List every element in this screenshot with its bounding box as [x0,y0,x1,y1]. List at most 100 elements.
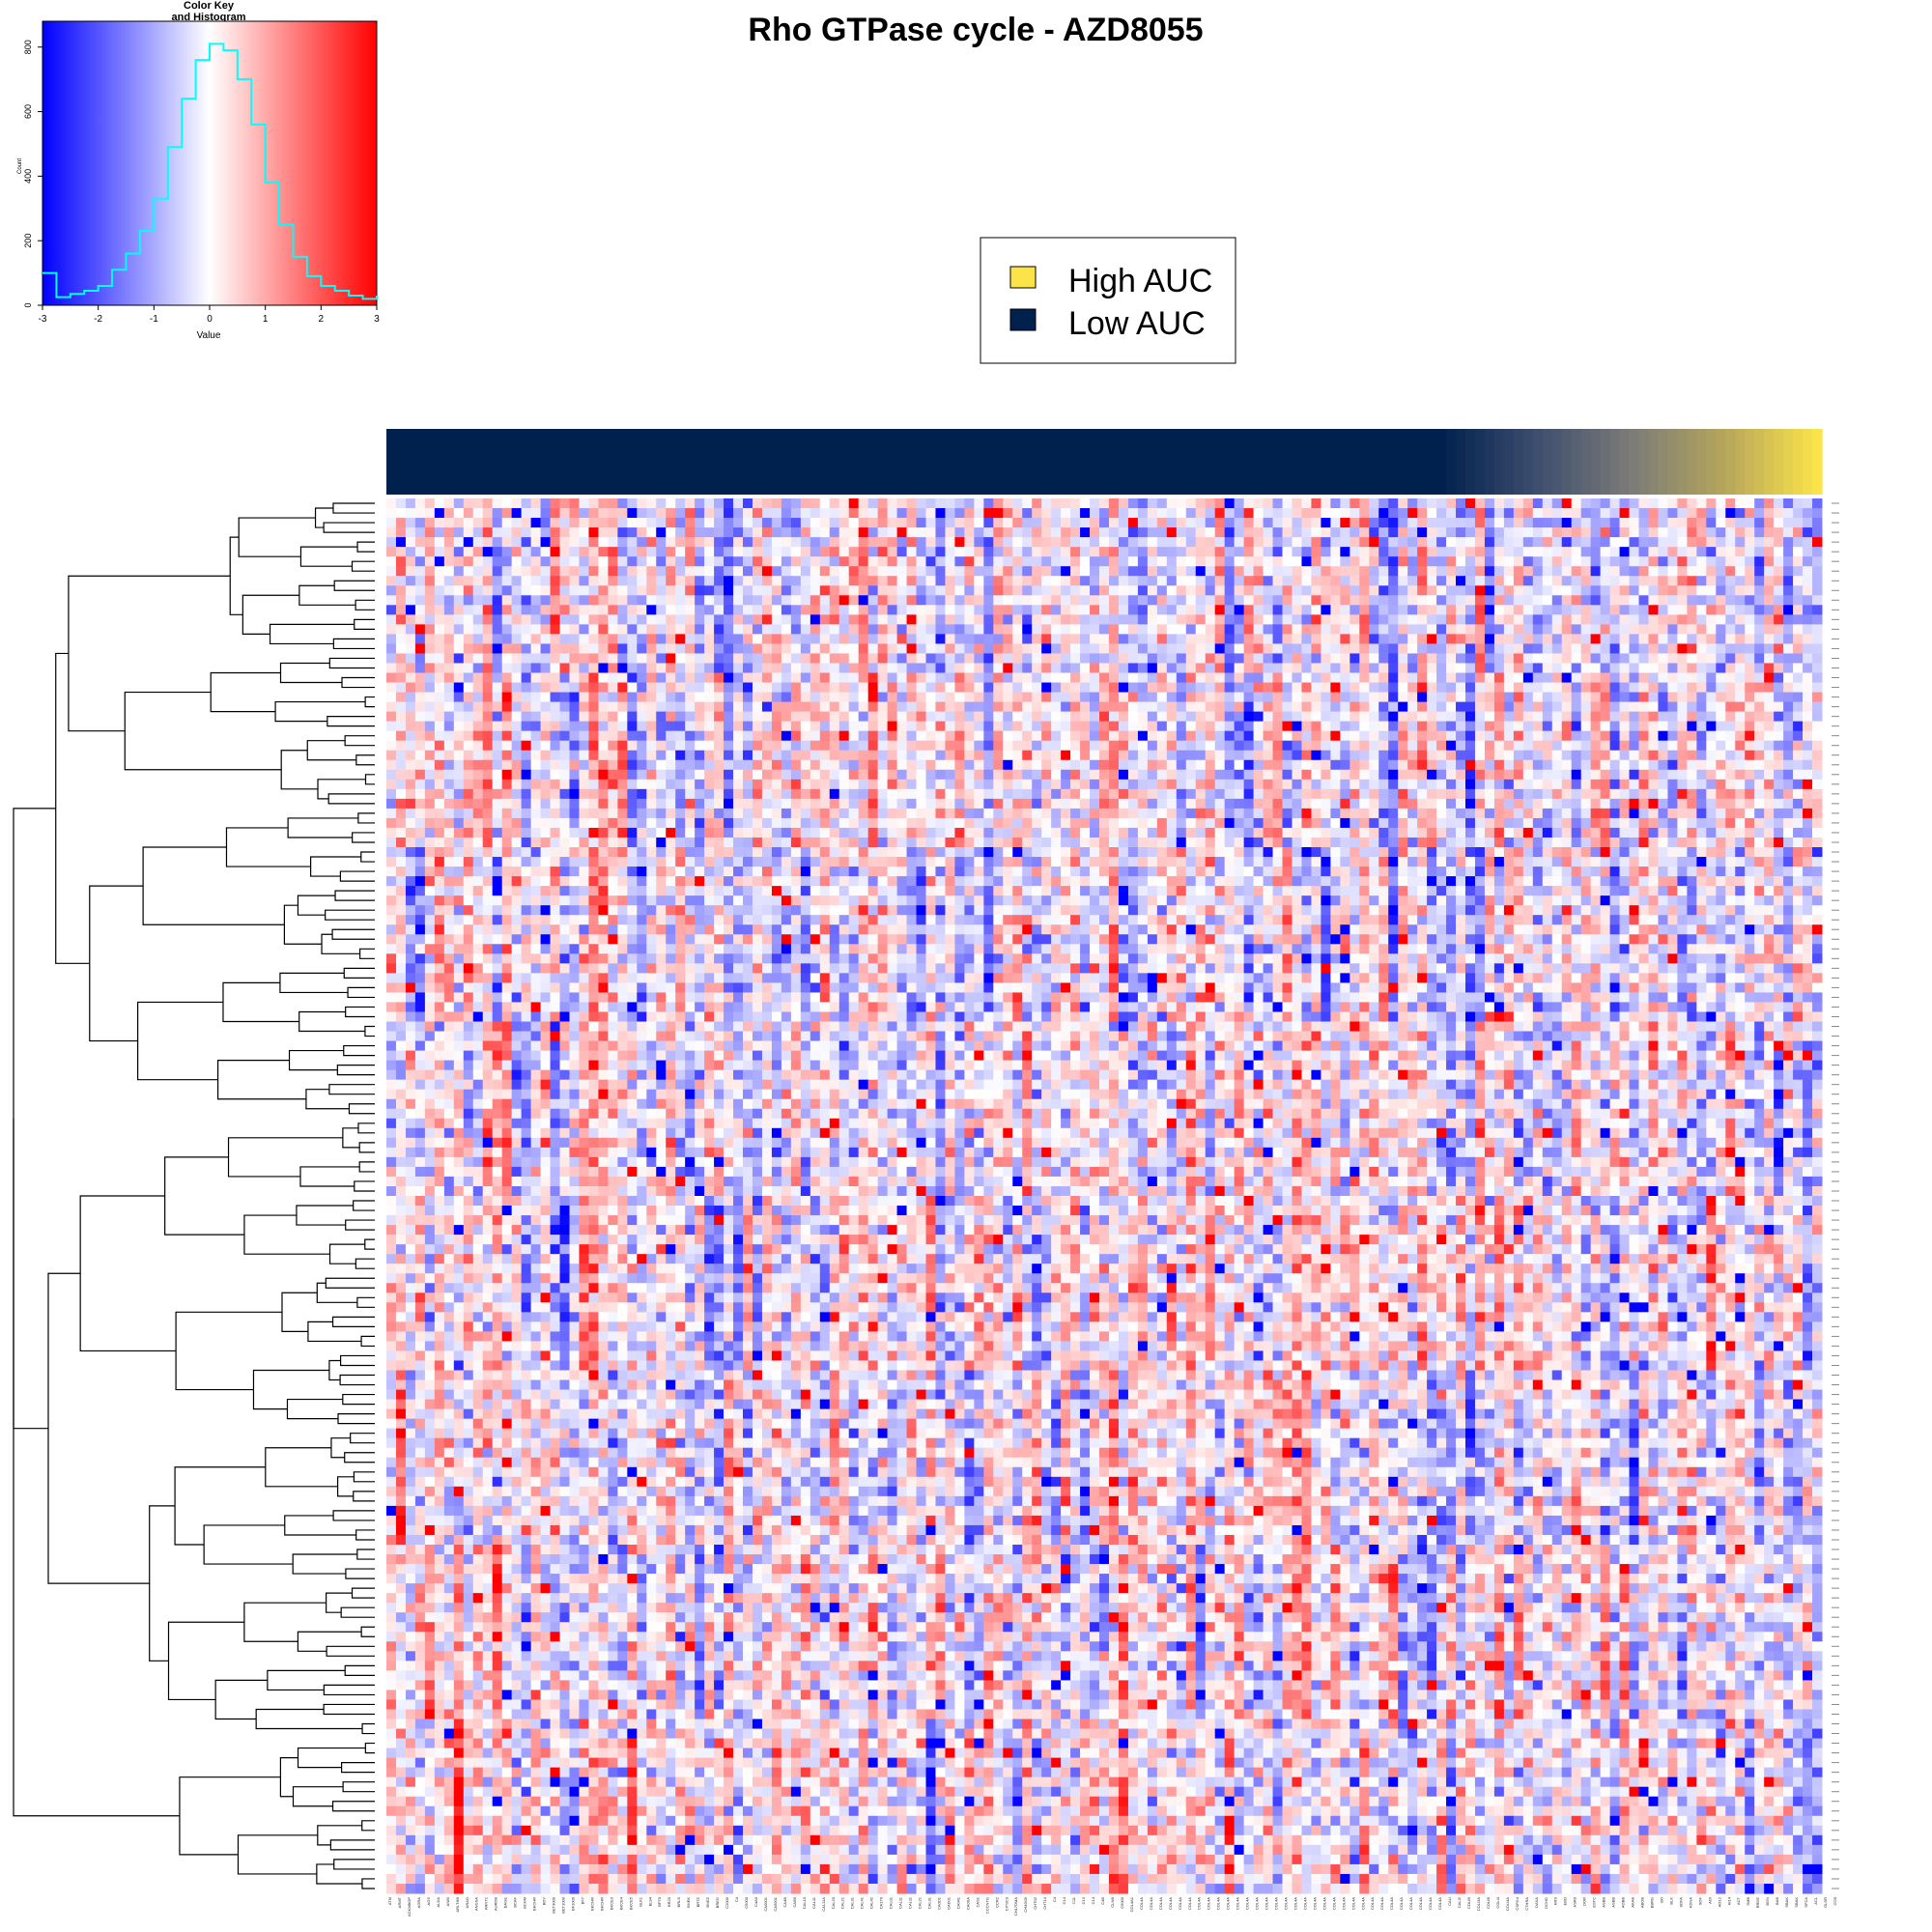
heatmap-cell [819,527,831,538]
heatmap-cell [1774,653,1784,664]
heatmap-cell [1234,653,1245,664]
heatmap-cell [752,537,763,548]
heatmap-cell [386,788,397,800]
heatmap-cell [1619,759,1631,771]
heatmap-cell [1522,788,1534,800]
heatmap-cell [1108,595,1120,606]
auc-bar-cell [1793,429,1804,495]
heatmap-cell [1070,672,1081,684]
heatmap-cell [925,653,936,664]
heatmap-cell [1003,682,1013,694]
auc-bar-cell [781,429,792,495]
heatmap-cell [637,692,647,703]
heatmap-cell [1243,527,1255,538]
heatmap-cell [1745,788,1755,800]
heatmap-cell [1061,701,1071,713]
heatmap-cell [434,798,445,810]
heatmap-cell [1667,614,1678,625]
heatmap-cell [761,672,773,684]
heatmap-cell [1407,692,1418,703]
heatmap-cell [1061,711,1071,723]
heatmap-cell [1061,508,1071,519]
dendrogram-branch [327,716,375,727]
heatmap-cell [1061,721,1071,732]
heatmap-cell [896,576,908,586]
heatmap-cell [935,740,946,752]
auc-bar-cell [1417,429,1428,495]
heatmap-cell [1090,721,1100,732]
heatmap-cell [472,682,484,694]
heatmap-cell [790,547,802,557]
heatmap-cell [1696,585,1707,596]
heatmap-cell [983,624,994,635]
heatmap-cell [1619,566,1631,577]
heatmap-cell [1359,663,1370,673]
heatmap-cell [540,508,552,519]
heatmap-cell [1629,605,1640,615]
heatmap-cell [1311,711,1321,723]
heatmap-cell [1542,498,1553,509]
heatmap-cell [637,730,647,742]
dendrogram-branch [243,1214,330,1255]
heatmap-cell [627,798,638,810]
heatmap-cell [829,527,840,538]
dendrogram-branch [175,1311,282,1391]
heatmap-cell [424,779,436,790]
heatmap-cell [858,614,869,625]
auc-bar-cell [579,429,590,495]
heatmap-cell [858,547,869,557]
heatmap-cell [1725,663,1736,673]
heatmap-cell [453,585,465,596]
heatmap-cell [656,750,667,761]
heatmap-cell [1522,643,1534,654]
heatmap-cell [1427,498,1437,509]
heatmap-cell [838,527,850,538]
heatmap-cell [1561,576,1573,586]
heatmap-cell [1224,759,1236,771]
heatmap-cell [1687,653,1697,664]
heatmap-cell [453,556,465,567]
heatmap-cell [896,721,908,732]
heatmap-cell [656,527,667,538]
heatmap-cell [1532,634,1544,644]
heatmap-cell [1398,711,1408,723]
heatmap-cell [974,527,984,538]
dendrogram-branch [332,502,375,514]
heatmap-cell [1090,682,1100,694]
heatmap-cell [501,624,513,635]
heatmap-cell [675,721,686,732]
heatmap-cell [1417,663,1428,673]
heatmap-cell [790,682,802,694]
heatmap-cell [1783,498,1794,509]
heatmap-cell [482,605,494,615]
heatmap-cell [1456,682,1466,694]
heatmap-cell [1350,750,1360,761]
heatmap-cell [1754,576,1765,586]
auc-bar-cell [1137,429,1149,495]
heatmap-cell [1629,672,1640,684]
heatmap-cell [743,566,753,577]
heatmap-cell [1551,537,1563,548]
heatmap-cell [559,711,570,723]
dendrogram-branch [279,662,342,684]
dendrogram-branch [292,1786,344,1807]
heatmap-cell [598,527,609,538]
heatmap-cell [666,663,676,673]
heatmap-cell [1090,527,1100,538]
heatmap-cell [579,730,589,742]
heatmap-cell [1378,730,1389,742]
heatmap-cell [1764,537,1775,548]
heatmap-cell [771,779,782,790]
heatmap-cell [627,605,638,615]
heatmap-cell [790,653,802,664]
heatmap-cell [405,663,416,673]
heatmap-cell [800,701,811,713]
heatmap-cell [993,605,1004,615]
heatmap-cell [482,556,494,567]
heatmap-cell [443,672,455,684]
heatmap-cell [1205,769,1216,781]
heatmap-cell [829,595,840,606]
heatmap-cell [1427,527,1437,538]
heatmap-cell [1214,750,1226,761]
heatmap-cell [463,711,474,723]
